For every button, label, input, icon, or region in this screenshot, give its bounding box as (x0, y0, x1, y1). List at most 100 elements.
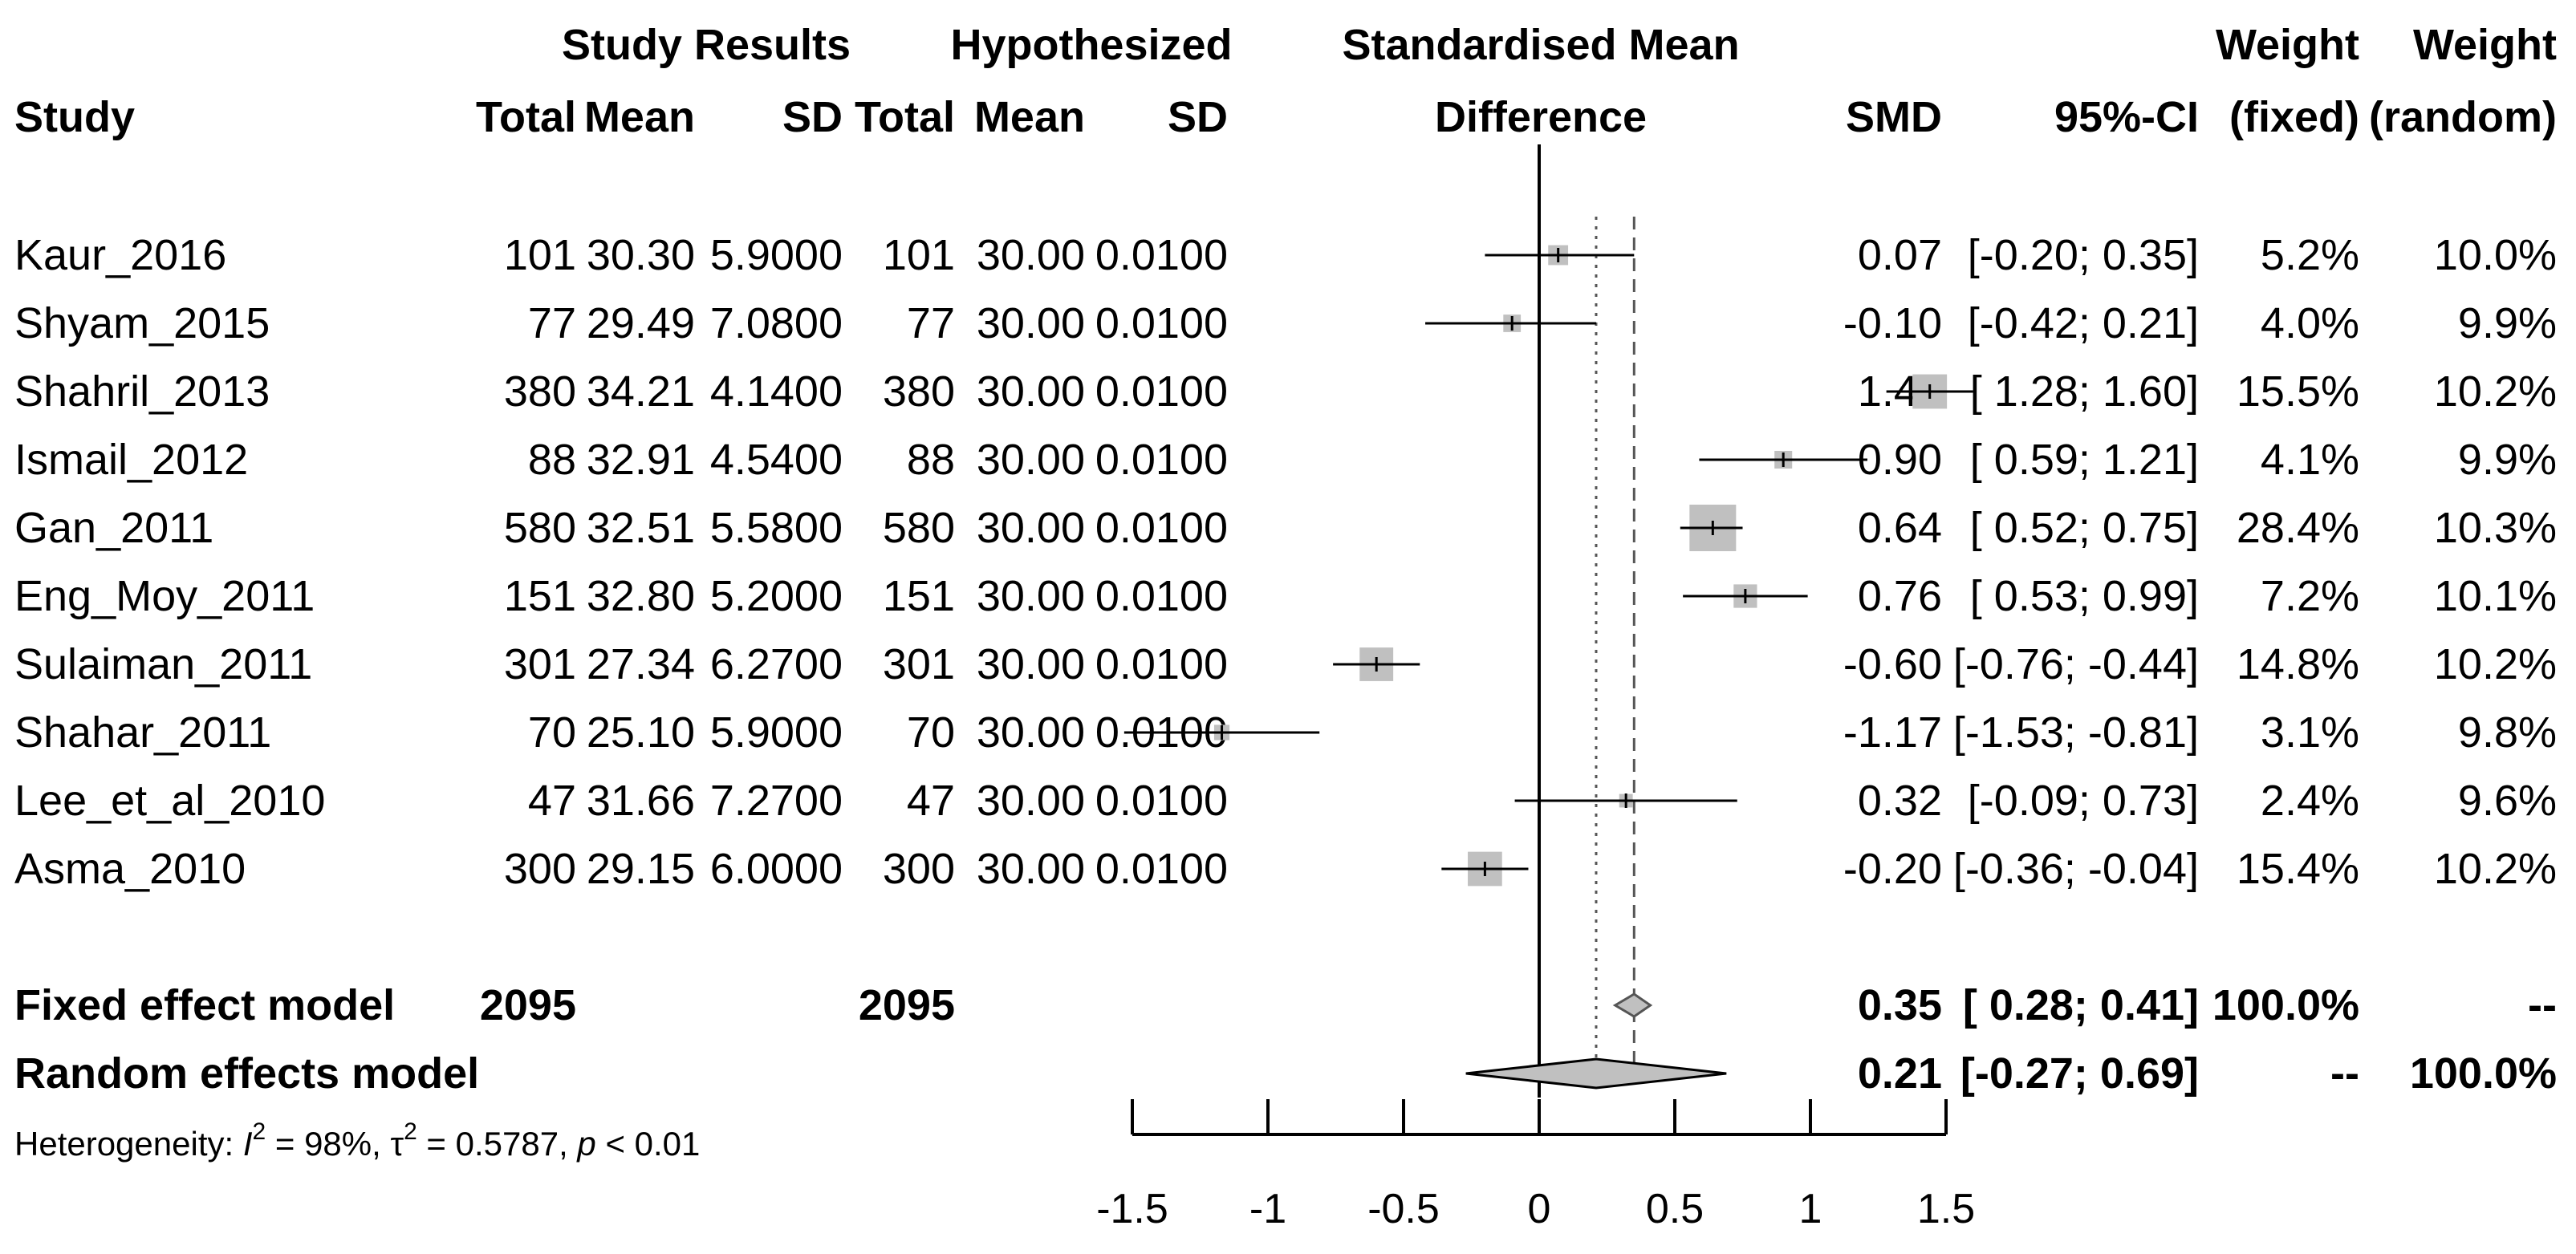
study-total1: 47 (528, 777, 576, 825)
fixed-model-diamond (1612, 992, 1653, 1018)
study-ci: [-0.20; 0.35] (1968, 231, 2199, 279)
study-sd2: 0.0100 (1095, 572, 1228, 620)
header-mean2: Mean (974, 93, 1085, 141)
study-name: Sulaiman_2011 (14, 640, 312, 688)
header-ci: 95%-CI (2054, 93, 2199, 141)
study-mean1: 32.91 (587, 436, 695, 484)
study-weight-random: 10.1% (2434, 572, 2557, 620)
header-smd: SMD (1846, 93, 1942, 141)
study-ci: [ 0.59; 1.21] (1970, 436, 2199, 484)
study-smd: -0.20 (1843, 845, 1942, 893)
header-mean1: Mean (584, 93, 695, 141)
study-weight-random: 10.3% (2434, 504, 2557, 552)
study-weight-random: 9.9% (2458, 436, 2557, 484)
study-smd: 0.90 (1858, 436, 1942, 484)
study-ci: [ 0.53; 0.99] (1970, 572, 2199, 620)
study-sd1: 5.5800 (710, 504, 843, 552)
header-weight-random: (random) (2369, 93, 2557, 141)
header-total2: Total (855, 93, 955, 141)
study-sd2: 0.0100 (1095, 299, 1228, 347)
study-row: Eng_Moy_2011 151 32.80 5.2000 151 30.00 0.0100… (14, 572, 2557, 620)
study-mean2: 30.00 (977, 572, 1085, 620)
study-mean1: 32.51 (587, 504, 695, 552)
plot-area: -1.5 -1 -0.5 0 0.5 1 1.5 (1096, 144, 1975, 1232)
study-name: Eng_Moy_2011 (14, 572, 315, 620)
study-sd2: 0.0100 (1095, 640, 1228, 688)
study-total2: 300 (883, 845, 955, 893)
study-sd2: 0.0100 (1095, 504, 1228, 552)
study-rows: Kaur_2016 101 30.30 5.9000 101 30.00 0.0100 0.0… (14, 231, 2557, 1098)
header-group2-title: Hypothesized (950, 21, 1232, 69)
fixed-model-total1: 2095 (480, 981, 576, 1029)
study-total1: 580 (504, 504, 576, 552)
tau-symbol: τ (390, 1125, 404, 1163)
study-total2: 301 (883, 640, 955, 688)
random-model-smd: 0.21 (1858, 1049, 1942, 1098)
study-mean1: 27.34 (587, 640, 695, 688)
study-total2: 101 (883, 231, 955, 279)
study-mean2: 30.00 (977, 777, 1085, 825)
study-weight-fixed: 3.1% (2261, 708, 2359, 757)
study-weight-fixed: 5.2% (2261, 231, 2359, 279)
study-weight-fixed: 2.4% (2261, 777, 2359, 825)
study-weight-fixed: 15.4% (2237, 845, 2359, 893)
study-total2: 380 (883, 367, 955, 416)
study-ci: [ 0.52; 0.75] (1970, 504, 2199, 552)
random-model-weight-fixed: -- (2330, 1049, 2359, 1098)
study-weight-fixed: 28.4% (2237, 504, 2359, 552)
study-row: Sulaiman_2011 301 27.34 6.2700 301 30.00 0.010… (14, 640, 2557, 688)
study-name: Ismail_2012 (14, 436, 248, 484)
heterogeneity-prefix: Heterogeneity: (14, 1125, 243, 1163)
study-row: Ismail_2012 88 32.91 4.5400 88 30.00 0.0100 0.9… (14, 436, 2557, 484)
study-total1: 77 (528, 299, 576, 347)
study-row: Shyam_2015 77 29.49 7.0800 77 30.00 0.0100 -0.1… (14, 299, 2557, 347)
study-smd: -0.60 (1843, 640, 1942, 688)
x-axis-tick-label: 0 (1528, 1186, 1551, 1232)
study-weight-fixed: 4.0% (2261, 299, 2359, 347)
study-total2: 88 (907, 436, 955, 484)
study-name: Kaur_2016 (14, 231, 226, 279)
study-mean2: 30.00 (977, 640, 1085, 688)
study-total1: 70 (528, 708, 576, 757)
fixed-model-weight-random: -- (2528, 981, 2557, 1029)
study-weight-random: 9.9% (2458, 299, 2557, 347)
study-weight-fixed: 15.5% (2237, 367, 2359, 416)
study-name: Shyam_2015 (14, 299, 270, 347)
study-ci: [-0.09; 0.73] (1968, 777, 2199, 825)
study-ci: [-0.36; -0.04] (1953, 845, 2199, 893)
header-total1: Total (476, 93, 576, 141)
study-mean2: 30.00 (977, 708, 1085, 757)
random-model-label: Random effects model (14, 1049, 479, 1098)
fixed-model-weight-fixed: 100.0% (2212, 981, 2359, 1029)
i2-superscript: 2 (253, 1118, 266, 1145)
study-mean2: 30.00 (977, 231, 1085, 279)
study-mean1: 30.30 (587, 231, 695, 279)
study-ci: [-1.53; -0.81] (1953, 708, 2199, 757)
heterogeneity-text: Heterogeneity: I2 = 98%, τ2 = 0.5787, p … (14, 1118, 700, 1163)
study-sd1: 5.9000 (710, 231, 843, 279)
study-sd1: 5.2000 (710, 572, 843, 620)
study-sd1: 5.9000 (710, 708, 843, 757)
study-weight-fixed: 14.8% (2237, 640, 2359, 688)
study-weight-fixed: 4.1% (2261, 436, 2359, 484)
study-smd: 0.32 (1858, 777, 1942, 825)
study-smd: -1.17 (1843, 708, 1942, 757)
fixed-model-ci: [ 0.28; 0.41] (1963, 981, 2199, 1029)
study-total2: 70 (907, 708, 955, 757)
study-total2: 77 (907, 299, 955, 347)
study-mean2: 30.00 (977, 504, 1085, 552)
x-axis-tick-label: 1.5 (1917, 1186, 1975, 1232)
study-row: Shahril_2013 380 34.21 4.1400 380 30.00 0.0100… (14, 367, 2557, 416)
study-name: Shahar_2011 (14, 708, 271, 757)
study-mean2: 30.00 (977, 436, 1085, 484)
header-sd2: SD (1168, 93, 1228, 141)
study-smd: -0.10 (1843, 299, 1942, 347)
study-mean1: 31.66 (587, 777, 695, 825)
x-axis-tick-label: -1.5 (1096, 1186, 1168, 1232)
fixed-model-smd: 0.35 (1858, 981, 1942, 1029)
study-weight-fixed: 7.2% (2261, 572, 2359, 620)
tau2-value: = 0.5787, (417, 1125, 578, 1163)
x-axis-tick-label: 0.5 (1646, 1186, 1704, 1232)
study-sd1: 4.5400 (710, 436, 843, 484)
study-sd2: 0.0100 (1095, 436, 1228, 484)
